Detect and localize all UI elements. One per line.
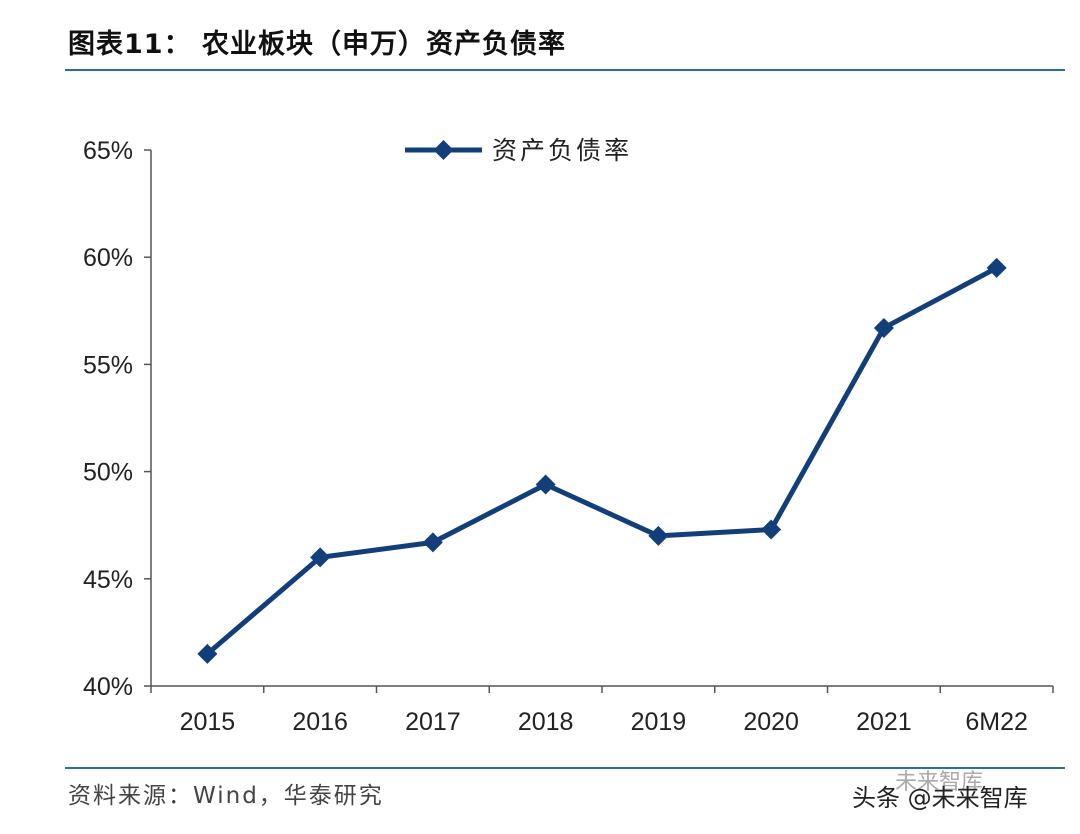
y-tick-label: 45%: [83, 566, 133, 594]
data-point-marker: [310, 547, 331, 568]
data-point-marker: [648, 525, 669, 546]
data-point-marker: [761, 519, 782, 540]
x-tick-label: 2021: [856, 708, 912, 736]
x-tick-label: 2019: [631, 708, 687, 736]
title-divider: [65, 69, 1065, 71]
watermark: 头条 @未来智库: [852, 784, 1028, 812]
legend-marker: [433, 140, 454, 160]
x-tick-label: 2017: [405, 708, 461, 736]
data-point-marker: [873, 317, 894, 338]
y-tick-label: 55%: [83, 351, 133, 379]
y-tick-label: 65%: [83, 137, 133, 165]
y-tick-label: 60%: [83, 244, 133, 272]
source-note: 资料来源：Wind，华泰研究: [68, 783, 384, 809]
chart-title: 图表11： 农业板块（申万）资产负债率: [68, 29, 566, 60]
watermark-faint: 未来智库: [895, 770, 984, 795]
data-point-marker: [422, 532, 443, 553]
data-point-marker: [535, 474, 556, 495]
line-chart: 40% 45% 50% 55% 60% 65% 2015 2016 2017 2018 2019 20…: [83, 136, 1054, 736]
legend-label: 资产负债率: [492, 136, 632, 165]
series-line: [205, 265, 998, 656]
x-tick-label: 2018: [518, 708, 574, 736]
y-tick-label: 40%: [83, 673, 133, 701]
y-tick-label: 50%: [83, 459, 133, 487]
x-tick-label: 2020: [743, 708, 799, 736]
footer-divider: [65, 767, 1065, 769]
data-point-marker: [197, 643, 218, 664]
data-point-marker: [986, 257, 1007, 278]
x-tick-label: 6M22: [965, 708, 1028, 736]
x-tick-label: 2016: [292, 708, 348, 736]
x-tick-label: 2015: [180, 708, 236, 736]
